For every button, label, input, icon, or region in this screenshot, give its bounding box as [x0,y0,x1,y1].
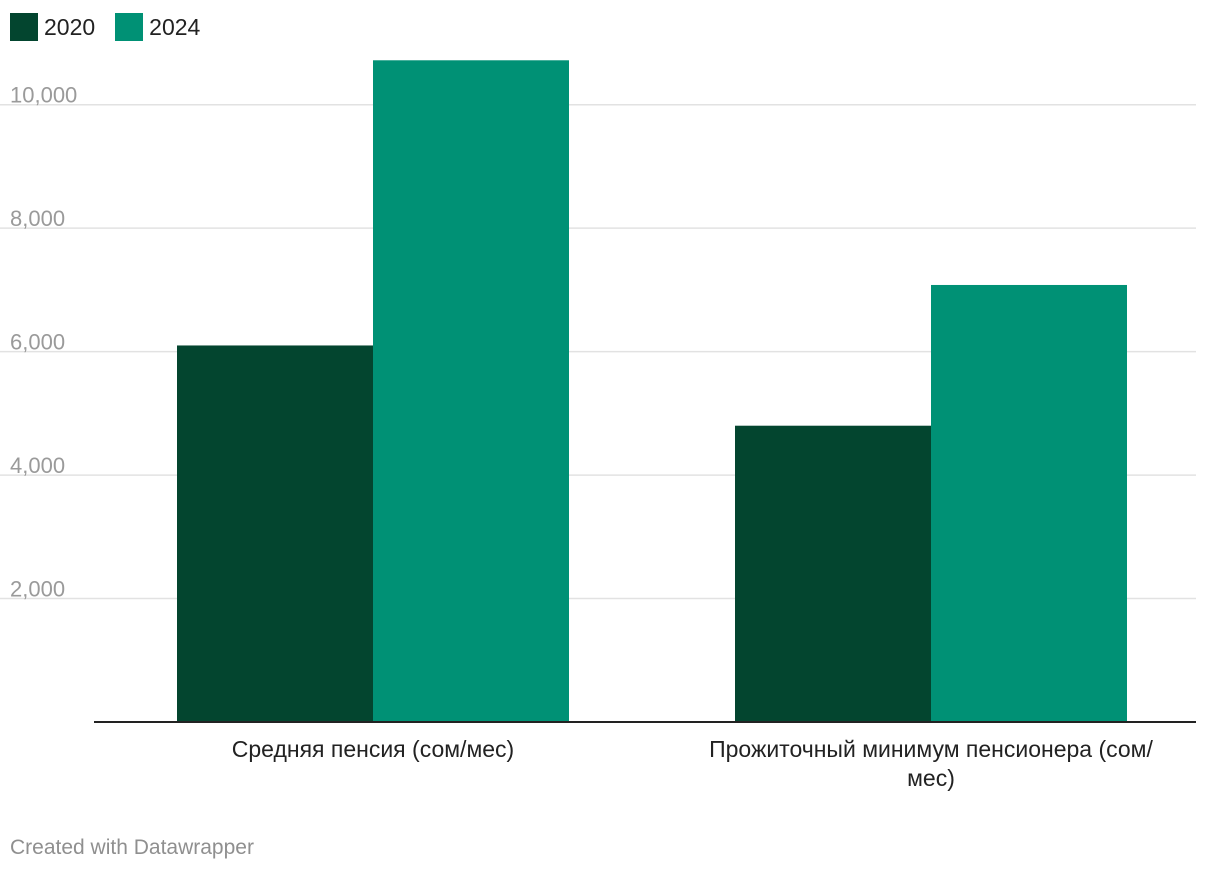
bar-2020-cat1 [735,425,931,722]
bar-2020-cat0 [177,345,373,722]
legend-swatch-2024 [115,13,144,41]
legend-item-2024: 2024 [115,13,200,41]
legend: 2020 2024 [10,13,220,41]
category-label-1: Прожиточный минимум пенсионера (сом/мес) [709,736,1153,791]
y-axis-ticks: 2,000 4,000 6,000 8,000 10,000 [10,83,77,602]
ytick-label-10000: 10,000 [10,83,77,108]
category-label-1-line-0: Прожиточный минимум пенсионера (сом/ [709,736,1153,762]
credit-text: Created with Datawrapper [10,836,254,859]
bar-2024-cat0 [373,60,569,723]
ytick-label-2000: 2,000 [10,577,65,602]
legend-swatch-2020 [10,13,38,41]
bar-2024-cat1 [931,284,1127,722]
ytick-label-8000: 8,000 [10,206,65,231]
legend-item-2020: 2020 [10,13,95,41]
category-label-0: Средняя пенсия (сом/мес) [232,736,514,762]
ytick-label-4000: 4,000 [10,453,65,478]
category-label-0-line-0: Средняя пенсия (сом/мес) [232,736,514,762]
legend-label-2020: 2020 [44,14,96,40]
bars [177,60,1127,723]
ytick-label-6000: 6,000 [10,330,65,355]
x-axis-categories: Средняя пенсия (сом/мес) Прожиточный мини… [232,736,1154,791]
category-label-1-line-1: мес) [907,765,955,791]
legend-label-2024: 2024 [149,14,201,40]
